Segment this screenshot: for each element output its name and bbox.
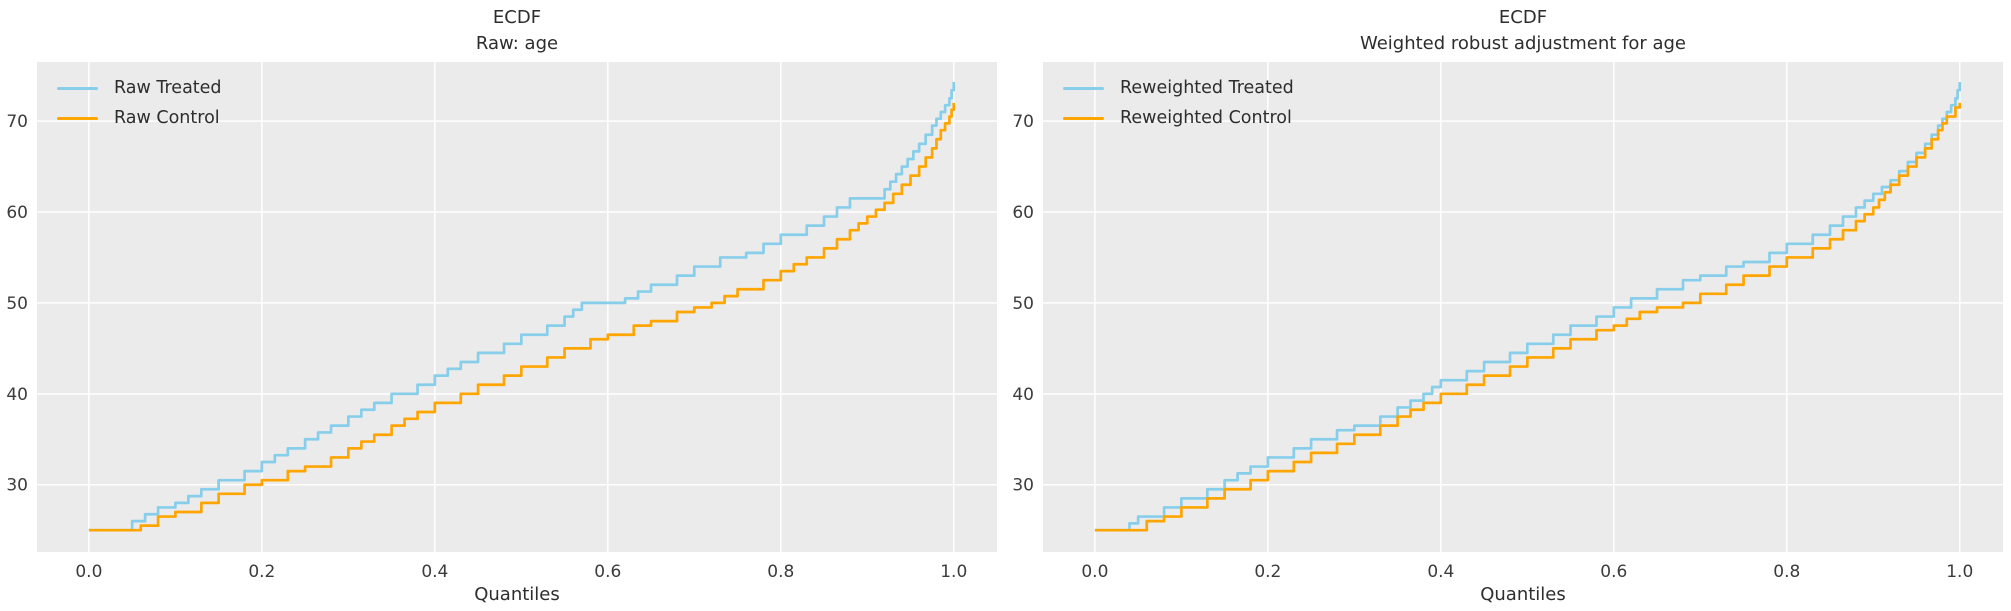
- y-tick-label: 30: [6, 476, 28, 496]
- plot-weighted: 0.0 0.2 0.4 0.6 0.8 1.0 30 40 50 60 70: [1012, 62, 2003, 582]
- legend-label-control: Raw Control: [114, 108, 220, 128]
- x-tick-label: 0.8: [767, 562, 794, 582]
- x-tick-label: 1.0: [940, 562, 967, 582]
- y-tick-label: 30: [1012, 476, 1034, 496]
- x-tick-label: 0.6: [1600, 562, 1627, 582]
- y-tick-label: 70: [1012, 112, 1034, 132]
- y-tick-label: 40: [6, 385, 28, 405]
- y-tick-label: 50: [6, 294, 28, 314]
- legend-label-treated: Raw Treated: [114, 78, 222, 98]
- x-tick-label: 0.4: [421, 562, 448, 582]
- x-tick-label: 1.0: [1946, 562, 1973, 582]
- x-tick-label: 0.4: [1427, 562, 1454, 582]
- series-raw-treated: [88, 82, 956, 532]
- y-tick-label: 50: [1012, 294, 1034, 314]
- plot-area: [1043, 62, 2003, 552]
- legend-item: Reweighted Control: [1063, 103, 1294, 133]
- legend-item: Raw Control: [57, 103, 222, 133]
- panel-raw: 0.0 0.2 0.4 0.6 0.8 1.0 30 40 50 60 70 ECDF Raw: a…: [0, 0, 1005, 611]
- y-tick-label: 60: [1012, 203, 1034, 223]
- x-tick-label: 0.0: [75, 562, 102, 582]
- chart-title: ECDF Raw: age: [37, 5, 997, 57]
- chart-title-line2: Raw: age: [475, 33, 559, 54]
- plot-raw: 0.0 0.2 0.4 0.6 0.8 1.0 30 40 50 60 70: [6, 62, 997, 582]
- y-tick-label: 60: [6, 203, 28, 223]
- y-tick-label: 40: [1012, 385, 1034, 405]
- legend-label-control: Reweighted Control: [1120, 108, 1292, 128]
- chart-title-line2: Weighted robust adjustment for age: [1359, 33, 1687, 54]
- legend-line-treated: [57, 86, 98, 90]
- x-tick-label: 0.8: [1773, 562, 1800, 582]
- x-axis-label: Quantiles: [1480, 584, 1566, 605]
- x-tick-label: 0.6: [594, 562, 621, 582]
- x-axis-label: Quantiles: [474, 584, 560, 605]
- x-tick-label: 0.0: [1081, 562, 1108, 582]
- x-tick-label: 0.2: [248, 562, 275, 582]
- legend: Reweighted Treated Reweighted Control: [1063, 73, 1294, 133]
- chart-title-line1: ECDF: [492, 7, 542, 28]
- legend-line-control: [57, 116, 98, 120]
- plot-area: [37, 62, 997, 552]
- y-tick-label: 70: [6, 112, 28, 132]
- legend-item: Raw Treated: [57, 73, 222, 103]
- series-raw-control: [88, 102, 956, 532]
- legend-line-control: [1063, 116, 1104, 120]
- legend-item: Reweighted Treated: [1063, 73, 1294, 103]
- chart-title-line1: ECDF: [1498, 7, 1548, 28]
- legend-line-treated: [1063, 86, 1104, 90]
- panel-weighted: 0.0 0.2 0.4 0.6 0.8 1.0 30 40 50 60 70 ECDF Weight…: [1006, 0, 2011, 611]
- chart-title: ECDF Weighted robust adjustment for age: [1043, 5, 2003, 57]
- series-reweighted-control: [1094, 102, 1962, 532]
- legend: Raw Treated Raw Control: [57, 73, 222, 133]
- x-tick-label: 0.2: [1254, 562, 1281, 582]
- legend-label-treated: Reweighted Treated: [1120, 78, 1294, 98]
